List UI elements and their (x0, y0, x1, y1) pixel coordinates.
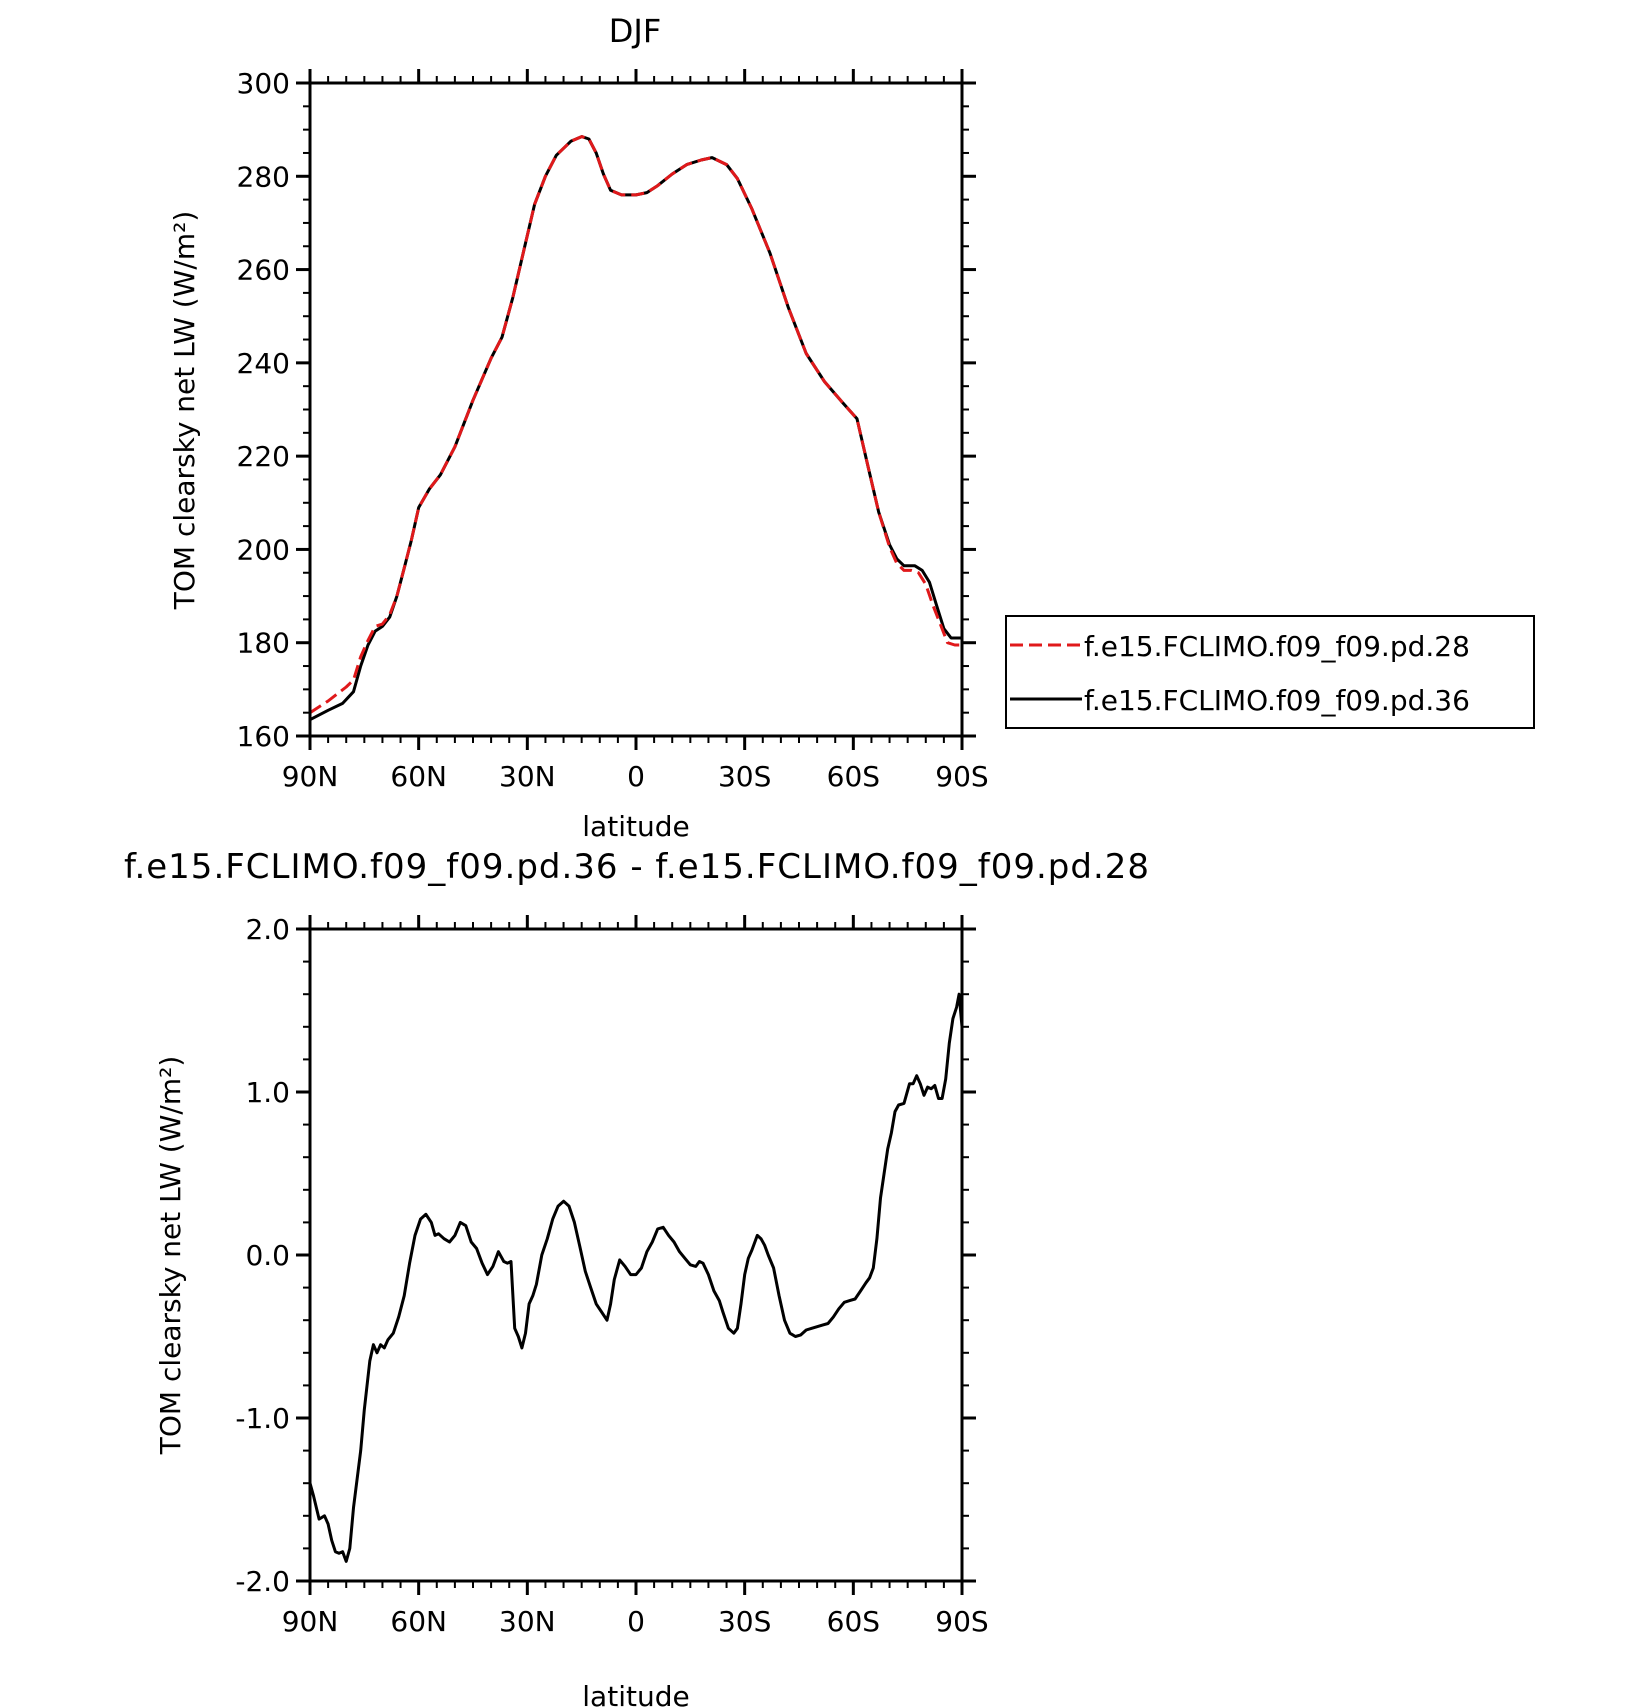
bottom-x-tick-label: 90S (935, 1605, 988, 1638)
bottom-series-line-0 (308, 992, 964, 1563)
top-y-tick-label: 160 (237, 720, 290, 753)
top-plot-frame (308, 81, 964, 738)
top-x-axis-label: latitude (582, 810, 689, 843)
bottom-panel: f.e15.FCLIMO.f09_f09.pd.36 - f.e15.FCLIM… (124, 847, 1150, 1708)
bottom-y-tick-label: 2.0 (245, 913, 290, 946)
top-series-line-1 (309, 135, 962, 722)
bottom-axes: 90N 60N 30N 0 30S 60S 90S -2.0 -1.0 0.0 1.0 2.0 (235, 913, 988, 1638)
top-x-tick-label: 30S (718, 760, 771, 793)
bottom-x-tick-label: 90N (282, 1605, 339, 1638)
bottom-x-tick-label: 60N (390, 1605, 447, 1638)
top-y-tick-label: 240 (237, 347, 290, 380)
top-y-tick-label: 280 (237, 160, 290, 193)
top-y-tick-label: 180 (237, 627, 290, 660)
top-y-tick-label: 260 (237, 254, 290, 287)
top-chart-title: DJF (609, 12, 661, 50)
bottom-x-axis-label: latitude (582, 1680, 689, 1708)
bottom-y-tick-label: 0.0 (245, 1239, 290, 1272)
legend-box (1005, 615, 1535, 729)
top-series-line-0 (309, 135, 962, 714)
top-series-lines (309, 135, 962, 722)
top-x-tick-label: 90N (282, 760, 339, 793)
top-y-axis-label: TOM clearsky net LW (W/m²) (168, 211, 201, 610)
bottom-y-tick-label: 1.0 (245, 1076, 290, 1109)
top-x-tick-label: 90S (935, 760, 988, 793)
bottom-chart-title: f.e15.FCLIMO.f09_f09.pd.36 - f.e15.FCLIM… (124, 847, 1150, 887)
top-y-tick-label: 200 (237, 533, 290, 566)
bottom-plot-frame (308, 927, 964, 1583)
bottom-y-tick-label: -1.0 (235, 1402, 290, 1435)
top-panel: DJF 90N 60N 30N 0 30S 60S 90S 160 180 200 220 240 26… (168, 12, 989, 843)
bottom-y-axis-label: TOM clearsky net LW (W/m²) (154, 1056, 187, 1455)
bottom-series-lines (308, 992, 964, 1563)
top-x-tick-label: 0 (627, 760, 645, 793)
top-x-tick-label: 30N (499, 760, 556, 793)
bottom-x-tick-label: 60S (827, 1605, 880, 1638)
top-x-tick-label: 60S (827, 760, 880, 793)
top-x-tick-label: 60N (390, 760, 447, 793)
legend: f.e15.FCLIMO.f09_f09.pd.28 f.e15.FCLIMO.… (1005, 615, 1535, 729)
bottom-x-tick-label: 30N (499, 1605, 556, 1638)
bottom-y-tick-label: -2.0 (235, 1565, 290, 1598)
legend-label-pd36: f.e15.FCLIMO.f09_f09.pd.36 (1084, 684, 1470, 717)
legend-label-pd28: f.e15.FCLIMO.f09_f09.pd.28 (1084, 630, 1470, 663)
bottom-x-tick-label: 30S (718, 1605, 771, 1638)
top-y-tick-label: 220 (237, 440, 290, 473)
bottom-x-tick-label: 0 (627, 1605, 645, 1638)
top-y-tick-label: 300 (237, 67, 290, 100)
